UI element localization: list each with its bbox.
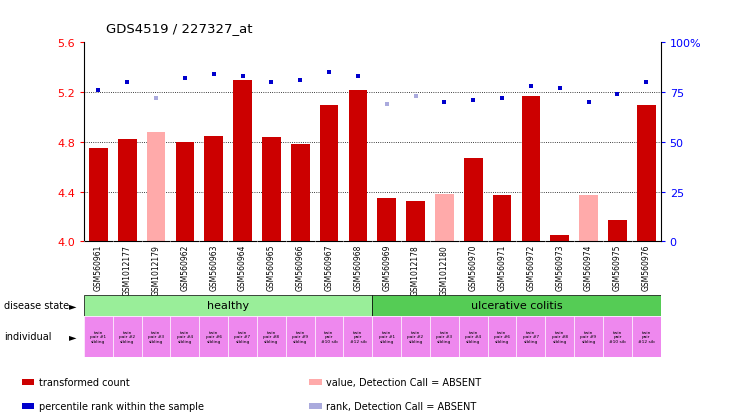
Text: GSM560976: GSM560976 — [642, 244, 650, 291]
Text: twin
pair
#10 sib: twin pair #10 sib — [320, 330, 337, 343]
Text: ulcerative colitis: ulcerative colitis — [471, 301, 562, 311]
Bar — [402, 316, 430, 357]
Text: twin
pair #8
sibling: twin pair #8 sibling — [264, 330, 280, 343]
Text: GSM560965: GSM560965 — [267, 244, 276, 291]
Bar — [521, 97, 540, 242]
Bar — [147, 133, 166, 242]
Text: GSM560964: GSM560964 — [238, 244, 247, 291]
Text: twin
pair #4
sibling: twin pair #4 sibling — [177, 330, 193, 343]
Bar — [233, 81, 252, 242]
Bar — [516, 316, 545, 357]
Text: individual: individual — [4, 332, 51, 342]
Text: twin
pair #3
sibling: twin pair #3 sibling — [148, 330, 164, 343]
Bar — [435, 195, 454, 242]
Bar — [309, 379, 321, 385]
Text: rank, Detection Call = ABSENT: rank, Detection Call = ABSENT — [326, 401, 477, 411]
Text: ►: ► — [69, 332, 77, 342]
Bar — [285, 316, 315, 357]
Text: twin
pair
#10 sib: twin pair #10 sib — [609, 330, 626, 343]
Text: value, Detection Call = ABSENT: value, Detection Call = ABSENT — [326, 377, 482, 387]
Bar — [430, 316, 458, 357]
Bar — [458, 316, 488, 357]
Bar — [118, 140, 137, 242]
Bar — [22, 379, 34, 385]
Bar — [550, 235, 569, 242]
Text: GSM560974: GSM560974 — [584, 244, 593, 291]
Bar — [22, 403, 34, 409]
Bar — [89, 149, 108, 242]
Text: twin
pair #3
sibling: twin pair #3 sibling — [437, 330, 453, 343]
Text: twin
pair #4
sibling: twin pair #4 sibling — [465, 330, 481, 343]
Text: transformed count: transformed count — [39, 377, 130, 387]
Bar — [84, 316, 112, 357]
Text: GSM560971: GSM560971 — [498, 244, 507, 291]
Bar — [309, 403, 321, 409]
Text: twin
pair
#12 sib: twin pair #12 sib — [638, 330, 655, 343]
Text: twin
pair #1
sibling: twin pair #1 sibling — [91, 330, 107, 343]
Text: twin
pair #9
sibling: twin pair #9 sibling — [292, 330, 308, 343]
Text: GSM1012178: GSM1012178 — [411, 244, 420, 295]
Bar — [493, 196, 512, 242]
Text: GSM560962: GSM560962 — [180, 244, 189, 291]
Bar — [343, 316, 372, 357]
Text: twin
pair #9
sibling: twin pair #9 sibling — [580, 330, 596, 343]
Bar — [257, 316, 285, 357]
Bar — [228, 316, 257, 357]
Bar — [545, 316, 574, 357]
Bar — [377, 198, 396, 242]
Text: GSM560966: GSM560966 — [296, 244, 304, 291]
Text: GSM560961: GSM560961 — [94, 244, 103, 291]
Text: GSM1012179: GSM1012179 — [152, 244, 161, 295]
Text: GSM560968: GSM560968 — [353, 244, 362, 291]
Bar — [348, 90, 367, 242]
Text: twin
pair #6
sibling: twin pair #6 sibling — [494, 330, 510, 343]
Text: twin
pair #2
sibling: twin pair #2 sibling — [407, 330, 423, 343]
Text: GSM560969: GSM560969 — [383, 244, 391, 291]
Text: twin
pair #8
sibling: twin pair #8 sibling — [552, 330, 568, 343]
Text: GDS4519 / 227327_at: GDS4519 / 227327_at — [106, 22, 253, 35]
Text: GSM560972: GSM560972 — [526, 244, 535, 291]
Text: twin
pair
#12 sib: twin pair #12 sib — [350, 330, 366, 343]
Text: GSM560967: GSM560967 — [325, 244, 334, 291]
Text: GSM1012180: GSM1012180 — [440, 244, 449, 295]
Text: disease state: disease state — [4, 301, 69, 311]
Bar — [204, 136, 223, 242]
Text: twin
pair #7
sibling: twin pair #7 sibling — [523, 330, 539, 343]
Bar — [464, 159, 483, 242]
Bar — [637, 105, 656, 242]
Bar — [315, 316, 343, 357]
Bar — [142, 316, 171, 357]
Bar — [579, 196, 598, 242]
Bar — [608, 221, 627, 242]
Text: GSM1012177: GSM1012177 — [123, 244, 131, 295]
Bar — [372, 295, 661, 316]
Bar — [603, 316, 632, 357]
Bar — [574, 316, 603, 357]
Bar — [199, 316, 228, 357]
Bar — [320, 105, 339, 242]
Text: twin
pair #7
sibling: twin pair #7 sibling — [234, 330, 250, 343]
Bar — [488, 316, 517, 357]
Text: GSM560963: GSM560963 — [210, 244, 218, 291]
Bar — [84, 295, 372, 316]
Bar — [113, 316, 142, 357]
Text: GSM560973: GSM560973 — [556, 244, 564, 291]
Text: twin
pair #1
sibling: twin pair #1 sibling — [379, 330, 395, 343]
Text: GSM560970: GSM560970 — [469, 244, 477, 291]
Bar — [632, 316, 661, 357]
Bar — [291, 145, 310, 242]
Bar — [262, 138, 281, 242]
Text: twin
pair #6
sibling: twin pair #6 sibling — [206, 330, 222, 343]
Text: ►: ► — [69, 301, 77, 311]
Text: twin
pair #2
sibling: twin pair #2 sibling — [119, 330, 135, 343]
Bar — [170, 316, 199, 357]
Text: healthy: healthy — [207, 301, 249, 311]
Text: GSM560975: GSM560975 — [613, 244, 622, 291]
Text: percentile rank within the sample: percentile rank within the sample — [39, 401, 204, 411]
Bar — [372, 316, 401, 357]
Bar — [175, 142, 194, 242]
Bar — [406, 202, 425, 242]
